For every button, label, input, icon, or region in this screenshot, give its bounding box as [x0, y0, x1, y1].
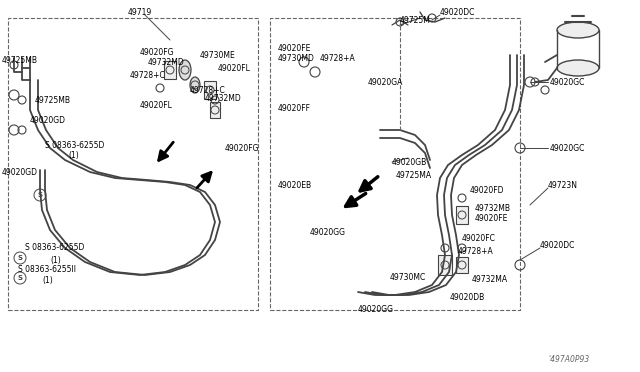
Text: 49725MB: 49725MB — [35, 96, 71, 105]
Bar — [204, 81, 216, 99]
Text: 49020GD: 49020GD — [2, 167, 38, 176]
Bar — [456, 257, 468, 273]
Text: 49020EB: 49020EB — [278, 180, 312, 189]
Text: 49732MD: 49732MD — [148, 58, 185, 67]
Text: 49728+C: 49728+C — [130, 71, 166, 80]
Text: 49732MA: 49732MA — [472, 276, 508, 285]
Text: S 08363-6255D: S 08363-6255D — [45, 141, 104, 150]
Bar — [270, 18, 520, 310]
Ellipse shape — [557, 60, 599, 76]
Text: S: S — [17, 275, 22, 281]
Text: 49723N: 49723N — [548, 180, 578, 189]
Text: (1): (1) — [68, 151, 79, 160]
Ellipse shape — [190, 77, 200, 93]
Text: 49719: 49719 — [128, 7, 152, 16]
Text: 49725MB: 49725MB — [2, 55, 38, 64]
Text: 49020FG: 49020FG — [140, 48, 175, 57]
Text: 49730MD: 49730MD — [278, 54, 315, 62]
Text: 49020FC: 49020FC — [462, 234, 496, 243]
Text: S 08363-6255D: S 08363-6255D — [25, 244, 84, 253]
Bar — [456, 206, 468, 224]
Text: 49730ME: 49730ME — [200, 51, 236, 60]
Text: 49732MD: 49732MD — [205, 93, 242, 103]
Text: 49725M: 49725M — [400, 16, 431, 25]
Text: 49020FD: 49020FD — [470, 186, 504, 195]
Text: 49020FL: 49020FL — [140, 100, 173, 109]
Text: '497A0P93: '497A0P93 — [548, 356, 590, 365]
Bar — [438, 255, 452, 275]
Text: 49020DC: 49020DC — [440, 7, 476, 16]
Ellipse shape — [179, 60, 191, 80]
Text: 49020GD: 49020GD — [30, 115, 66, 125]
Bar — [210, 102, 220, 118]
Text: 49020GC: 49020GC — [550, 77, 586, 87]
Text: 49020FE: 49020FE — [475, 214, 508, 222]
Text: 49728+C: 49728+C — [190, 86, 226, 94]
Text: S 08363-6255II: S 08363-6255II — [18, 266, 76, 275]
Text: 49020GA: 49020GA — [368, 77, 403, 87]
Text: S: S — [17, 255, 22, 261]
Text: 49728+A: 49728+A — [458, 247, 493, 257]
Text: 49732MB: 49732MB — [475, 203, 511, 212]
Text: 49020GG: 49020GG — [310, 228, 346, 237]
Text: 49020GB: 49020GB — [392, 157, 428, 167]
Text: 49020DC: 49020DC — [540, 241, 575, 250]
Text: (1): (1) — [50, 256, 61, 264]
Text: 49020FE: 49020FE — [278, 44, 312, 52]
Text: 49020GC: 49020GC — [550, 144, 586, 153]
Text: 49730MC: 49730MC — [390, 273, 426, 282]
Ellipse shape — [557, 22, 599, 38]
Text: 49020FG: 49020FG — [225, 144, 259, 153]
Text: 49728+A: 49728+A — [320, 54, 356, 62]
Text: S: S — [38, 192, 42, 198]
Text: 49020FF: 49020FF — [278, 103, 311, 112]
Text: 49020GG: 49020GG — [358, 305, 394, 314]
Text: 49020FL: 49020FL — [218, 64, 251, 73]
Text: (1): (1) — [42, 276, 52, 285]
Text: 49020DB: 49020DB — [450, 294, 485, 302]
Bar — [164, 61, 176, 79]
Bar — [8, 18, 258, 310]
Text: 49725MA: 49725MA — [396, 170, 432, 180]
